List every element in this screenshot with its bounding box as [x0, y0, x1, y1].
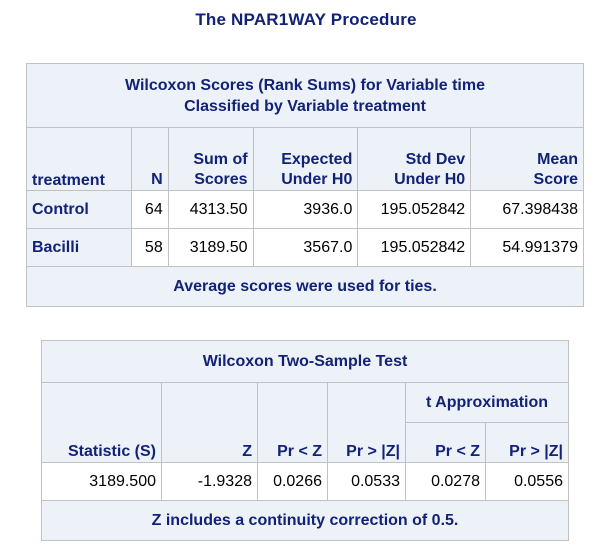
cell-std-dev: 195.052842	[357, 228, 472, 267]
column-header-t-pr-gt-abs-z: Pr > |Z|	[485, 422, 569, 463]
spanning-header-t-approximation: t Approximation	[405, 382, 569, 423]
column-header-pr-lt-z: Pr < Z	[257, 382, 328, 463]
header-line: Scores	[194, 171, 248, 188]
table-footnote: Z includes a continuity correction of 0.…	[41, 500, 569, 541]
table-row: Bacilli 58 3189.50 3567.0 195.052842 54.…	[26, 228, 584, 267]
column-header-t-pr-lt-z: Pr < Z	[405, 422, 486, 463]
column-header-mean-score: Mean Score	[470, 127, 584, 191]
cell-n: 64	[130, 190, 169, 229]
table-row: Control 64 4313.50 3936.0 195.052842 67.…	[26, 190, 584, 229]
row-header-treatment: Bacilli	[26, 228, 132, 267]
caption-line-2: Classified by Variable treatment	[184, 97, 426, 115]
two-sample-test-caption: Wilcoxon Two-Sample Test	[41, 340, 569, 383]
column-header-treatment: treatment	[26, 127, 132, 191]
wilcoxon-scores-table: Wilcoxon Scores (Rank Sums) for Variable…	[26, 63, 584, 307]
cell-expected: 3936.0	[252, 190, 359, 229]
cell-sum-of-scores: 4313.50	[167, 190, 254, 229]
header-line: Std Dev	[405, 151, 466, 168]
column-header-statistic: Statistic (S)	[41, 382, 162, 463]
cell-t-pr-gt-abs-z: 0.0556	[485, 462, 569, 501]
table-row: 3189.500 -1.9328 0.0266 0.0533 0.0278 0.…	[41, 462, 569, 501]
cell-n: 58	[130, 228, 169, 267]
column-header-std-dev-under-h0: Std Dev Under H0	[357, 127, 472, 191]
cell-mean-score: 67.398438	[470, 190, 584, 229]
row-header-treatment: Control	[26, 190, 132, 229]
cell-std-dev: 195.052842	[357, 190, 472, 229]
column-header-pr-gt-abs-z: Pr > |Z|	[327, 382, 406, 463]
table-footnote: Average scores were used for ties.	[26, 266, 584, 307]
cell-t-pr-lt-z: 0.0278	[405, 462, 486, 501]
column-header-n: N	[130, 127, 169, 191]
procedure-title: The NPAR1WAY Procedure	[195, 10, 417, 29]
header-line: Under H0	[281, 171, 353, 188]
caption-line-1: Wilcoxon Scores (Rank Sums) for Variable…	[125, 76, 485, 94]
column-header-expected-under-h0: Expected Under H0	[252, 127, 359, 191]
wilcoxon-scores-caption: Wilcoxon Scores (Rank Sums) for Variable…	[26, 63, 584, 128]
cell-expected: 3567.0	[252, 228, 359, 267]
cell-mean-score: 54.991379	[470, 228, 584, 267]
column-header-z: Z	[161, 382, 258, 463]
column-header-sum-of-scores: Sum of Scores	[167, 127, 254, 191]
header-line: Expected	[281, 151, 353, 168]
header-line: Sum of	[193, 151, 248, 168]
cell-sum-of-scores: 3189.50	[167, 228, 254, 267]
cell-z: -1.9328	[161, 462, 258, 501]
header-line: Score	[533, 171, 578, 188]
cell-pr-lt-z: 0.0266	[257, 462, 328, 501]
header-line: Mean	[537, 151, 578, 168]
header-line: Under H0	[394, 171, 466, 188]
cell-statistic: 3189.500	[41, 462, 162, 501]
wilcoxon-two-sample-test-table: Wilcoxon Two-Sample Test Statistic (S) Z…	[41, 340, 569, 541]
cell-pr-gt-abs-z: 0.0533	[327, 462, 406, 501]
